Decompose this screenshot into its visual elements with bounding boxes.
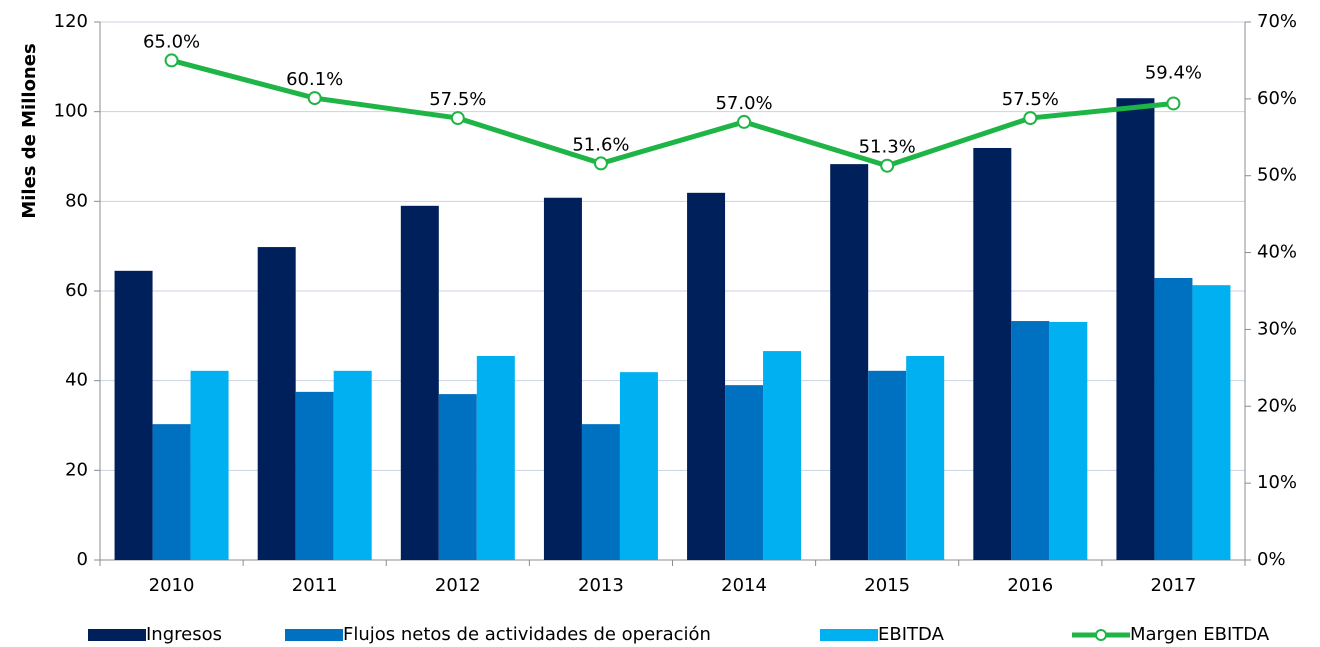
bar — [687, 192, 726, 560]
data-label: 51.6% — [572, 134, 629, 155]
y2-tick-label: 10% — [1257, 472, 1297, 493]
bar — [1154, 277, 1193, 560]
x-tick-label: 2011 — [292, 575, 338, 596]
y-tick-label: 60 — [65, 280, 88, 301]
line — [170, 58, 1174, 169]
bar — [725, 385, 764, 560]
x-tick-label: 2012 — [435, 575, 481, 596]
bar — [1192, 285, 1231, 560]
x-tick-label: 2016 — [1007, 575, 1053, 596]
bar — [114, 270, 153, 560]
y-tick-label: 0 — [77, 549, 88, 570]
bar — [257, 247, 296, 560]
bar — [476, 356, 515, 560]
y2-tick-label: 70% — [1257, 11, 1297, 32]
data-label: 60.1% — [286, 69, 343, 90]
y-tick-label: 20 — [65, 459, 88, 480]
marker — [307, 91, 322, 106]
bar — [1011, 321, 1050, 560]
data-label: 65.0% — [143, 31, 200, 52]
bar — [295, 391, 334, 560]
x-tick-label: 2014 — [721, 575, 767, 596]
marker — [1166, 96, 1181, 111]
bar — [581, 424, 620, 560]
y2-tick-label: 20% — [1257, 395, 1297, 416]
y2-tick-label: 60% — [1257, 88, 1297, 109]
marker — [164, 53, 179, 68]
y-tick-label: 100 — [54, 101, 88, 122]
data-label: 57.0% — [715, 93, 772, 114]
data-label: 57.5% — [429, 89, 486, 110]
x-tick-label: 2010 — [149, 575, 195, 596]
legend-swatch — [88, 629, 146, 641]
y-tick-label: 120 — [54, 11, 88, 32]
marker — [593, 156, 608, 171]
legend-swatch — [820, 629, 878, 641]
bar — [400, 205, 439, 561]
x-tick-label: 2015 — [864, 575, 910, 596]
bar — [190, 370, 229, 560]
marker — [1023, 111, 1038, 126]
bar — [619, 372, 658, 560]
legend-label: Margen EBITDA — [1130, 624, 1270, 645]
legend-label: EBITDA — [878, 624, 945, 645]
marker — [880, 158, 895, 173]
bar — [1049, 321, 1088, 560]
y-tick-label: 80 — [65, 190, 88, 211]
y-axis-label: Miles de Millones — [19, 43, 40, 218]
y2-tick-label: 0% — [1257, 549, 1286, 570]
legend-label: Ingresos — [146, 624, 222, 645]
bar — [830, 164, 869, 560]
legend-label: Flujos netos de actividades de operación — [343, 624, 711, 645]
y2-tick-label: 50% — [1257, 165, 1297, 186]
y-tick-label: 40 — [65, 370, 88, 391]
bar — [973, 147, 1012, 560]
bar — [868, 370, 907, 560]
marker — [450, 111, 465, 126]
bar — [438, 394, 477, 560]
legend-swatch — [1095, 629, 1107, 641]
legend-swatch — [285, 629, 343, 641]
x-tick-label: 2013 — [578, 575, 624, 596]
bar — [333, 370, 372, 560]
data-label: 57.5% — [1002, 89, 1059, 110]
y2-tick-label: 30% — [1257, 318, 1297, 339]
bar — [1116, 98, 1155, 560]
y2-tick-label: 40% — [1257, 242, 1297, 263]
bar — [906, 356, 945, 560]
x-tick-label: 2017 — [1151, 575, 1197, 596]
data-label: 51.3% — [859, 137, 916, 158]
bar — [763, 351, 802, 560]
bar — [152, 424, 191, 560]
bar — [543, 197, 582, 560]
data-label: 59.4% — [1145, 62, 1202, 83]
marker — [737, 114, 752, 129]
